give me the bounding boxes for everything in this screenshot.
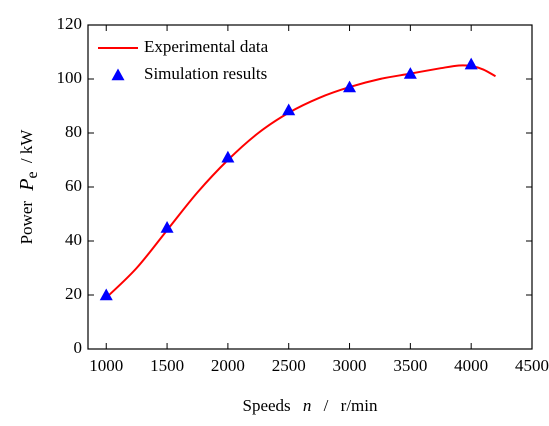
data-point	[343, 80, 357, 93]
y-tick-label: 120	[57, 14, 83, 33]
x-tick-label: 2000	[211, 356, 245, 375]
x-label-slash: /	[324, 396, 329, 415]
data-point	[403, 67, 417, 79]
data-point	[282, 103, 296, 116]
x-tick-label: 1000	[89, 356, 123, 375]
x-axis-label: Speeds n / r/min	[243, 396, 378, 415]
legend-label: Simulation results	[144, 64, 267, 83]
x-tick-label: 4500	[515, 356, 549, 375]
x-tick-label: 3500	[393, 356, 427, 375]
data-point	[221, 150, 235, 163]
y-tick-label: 80	[65, 122, 82, 141]
y-tick-label: 20	[65, 284, 82, 303]
data-point	[464, 57, 478, 70]
x-tick-label: 1500	[150, 356, 184, 375]
y-label-symbol: P	[16, 178, 38, 191]
legend-swatch	[111, 68, 125, 81]
y-tick-label: 0	[74, 338, 83, 357]
data-line	[105, 64, 497, 299]
y-axis-label: Power Pe / kW	[16, 129, 41, 245]
x-tick-label: 2500	[272, 356, 306, 375]
data-point	[99, 288, 113, 301]
x-label-text: Speeds	[243, 396, 291, 415]
x-label-unit: r/min	[341, 396, 378, 415]
x-tick-label: 4000	[454, 356, 488, 375]
y-label-text: Power	[17, 201, 36, 245]
y-tick-label: 60	[65, 176, 82, 195]
y-tick-label: 40	[65, 230, 82, 249]
y-label-unit: / kW	[17, 129, 36, 163]
legend-label: Experimental data	[144, 37, 269, 56]
y-tick-label: 100	[57, 68, 83, 87]
data-point	[160, 221, 174, 233]
x-tick-label: 3000	[333, 356, 367, 375]
y-label-subscript: e	[24, 171, 41, 178]
x-label-symbol: n	[303, 396, 312, 415]
